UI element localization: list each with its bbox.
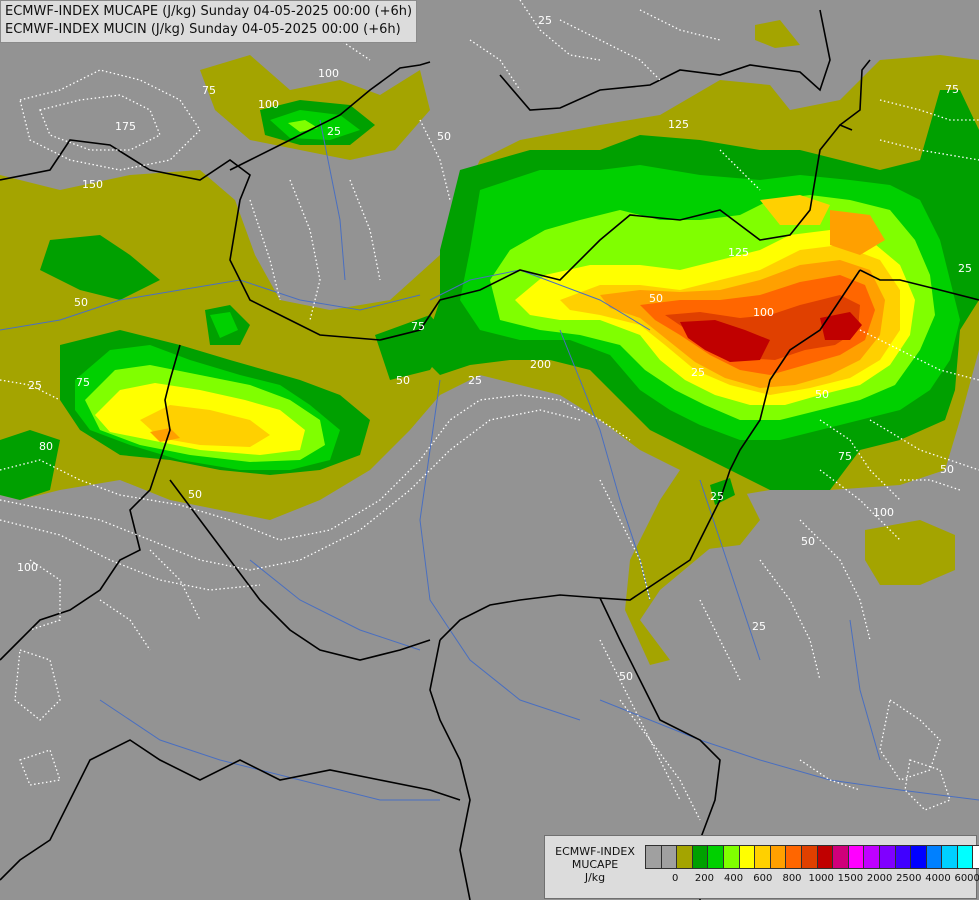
svg-text:150: 150: [82, 178, 103, 191]
svg-text:75: 75: [411, 320, 425, 333]
legend-swatch: [738, 845, 756, 869]
legend-swatch: [785, 845, 802, 869]
svg-text:100: 100: [318, 67, 339, 80]
svg-text:175: 175: [115, 120, 136, 133]
legend-swatch: [878, 845, 896, 869]
legend-tick: 2500: [896, 873, 922, 884]
legend-tick: 4000: [925, 873, 951, 884]
legend-tick: 2000: [866, 873, 893, 884]
legend-tick: 800: [782, 873, 802, 884]
legend-swatch: [941, 845, 958, 869]
legend-swatch: [800, 845, 818, 869]
legend-name: ECMWF-INDEX MUCAPE J/kg: [549, 845, 641, 884]
svg-text:75: 75: [76, 376, 90, 389]
legend-swatch: [676, 845, 693, 869]
legend-swatch: [691, 845, 709, 869]
svg-text:75: 75: [945, 83, 959, 96]
svg-text:125: 125: [668, 118, 689, 131]
legend-swatch: [832, 845, 849, 869]
svg-text:50: 50: [619, 670, 633, 683]
legend-swatch: [972, 845, 979, 869]
mucin-contour-labels: 25 100 75 100 175 150 25 50 125 125 100 …: [17, 14, 972, 683]
legend-swatch: [722, 845, 740, 869]
legend-line-3: J/kg: [584, 871, 606, 884]
mucin-contours: [0, 0, 979, 821]
legend-tick: 1000: [808, 873, 834, 884]
legend-swatch: [816, 845, 834, 869]
svg-text:80: 80: [39, 440, 53, 453]
svg-text:100: 100: [258, 98, 279, 111]
legend-swatch: [645, 845, 662, 869]
svg-text:25: 25: [538, 14, 552, 27]
legend-tick: 1500: [837, 873, 864, 884]
svg-text:75: 75: [838, 450, 852, 463]
svg-text:25: 25: [710, 490, 724, 503]
mucape-shading: [0, 20, 979, 665]
svg-text:50: 50: [649, 292, 663, 305]
svg-text:50: 50: [940, 463, 954, 476]
svg-text:50: 50: [396, 374, 410, 387]
svg-text:25: 25: [28, 379, 42, 392]
svg-text:100: 100: [873, 506, 894, 519]
country-borders: [0, 9, 979, 900]
legend-swatch: [847, 845, 865, 869]
svg-text:100: 100: [17, 561, 38, 574]
legend-tick: 6000: [954, 873, 979, 884]
mucape-title: ECMWF-INDEX MUCAPE (J/kg) Sunday 04-05-2…: [5, 4, 413, 19]
svg-text:200: 200: [530, 358, 551, 371]
svg-text:25: 25: [752, 620, 766, 633]
map-title-box: ECMWF-INDEX MUCAPE (J/kg) Sunday 04-05-2…: [0, 0, 418, 43]
legend-swatch: [660, 845, 678, 869]
svg-text:50: 50: [815, 388, 829, 401]
svg-text:25: 25: [468, 374, 482, 387]
legend-tick: 200: [694, 873, 714, 884]
svg-text:50: 50: [801, 535, 815, 548]
legend-swatch: [894, 845, 912, 869]
legend-tick-labels: 0 200 400 600 800 1000 1500 2000 2500 4000 6000: [646, 873, 979, 887]
legend-line-1: ECMWF-INDEX: [555, 845, 635, 858]
mucin-title: ECMWF-INDEX MUCIN (J/kg) Sunday 04-05-20…: [5, 22, 401, 37]
legend-color-scale: [645, 845, 979, 869]
svg-text:50: 50: [437, 130, 451, 143]
svg-text:75: 75: [202, 84, 216, 97]
legend-swatch: [925, 845, 943, 869]
legend-tick: 0: [672, 873, 679, 884]
svg-text:125: 125: [728, 246, 749, 259]
legend-swatch: [863, 845, 880, 869]
svg-text:50: 50: [188, 488, 202, 501]
legend-swatch: [754, 845, 771, 869]
legend-tick: 600: [753, 873, 773, 884]
svg-text:100: 100: [753, 306, 774, 319]
legend-swatch: [707, 845, 724, 869]
svg-text:25: 25: [691, 366, 705, 379]
svg-text:50: 50: [74, 296, 88, 309]
legend-swatch: [769, 845, 787, 869]
svg-text:25: 25: [958, 262, 972, 275]
legend-swatch: [956, 845, 974, 869]
legend-swatch: [910, 845, 927, 869]
svg-text:25: 25: [327, 125, 341, 138]
legend-tick: 400: [724, 873, 744, 884]
legend-line-2: MUCAPE: [571, 858, 619, 871]
legend: ECMWF-INDEX MUCAPE J/kg 0 200 400 600 800 100…: [544, 835, 979, 899]
